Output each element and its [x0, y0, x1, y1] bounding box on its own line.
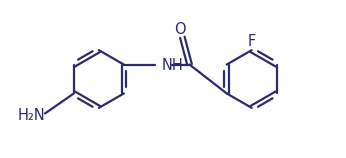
Text: O: O — [174, 22, 186, 37]
Text: F: F — [247, 34, 256, 49]
Text: NH: NH — [162, 58, 184, 73]
Text: H₂N: H₂N — [17, 108, 45, 123]
